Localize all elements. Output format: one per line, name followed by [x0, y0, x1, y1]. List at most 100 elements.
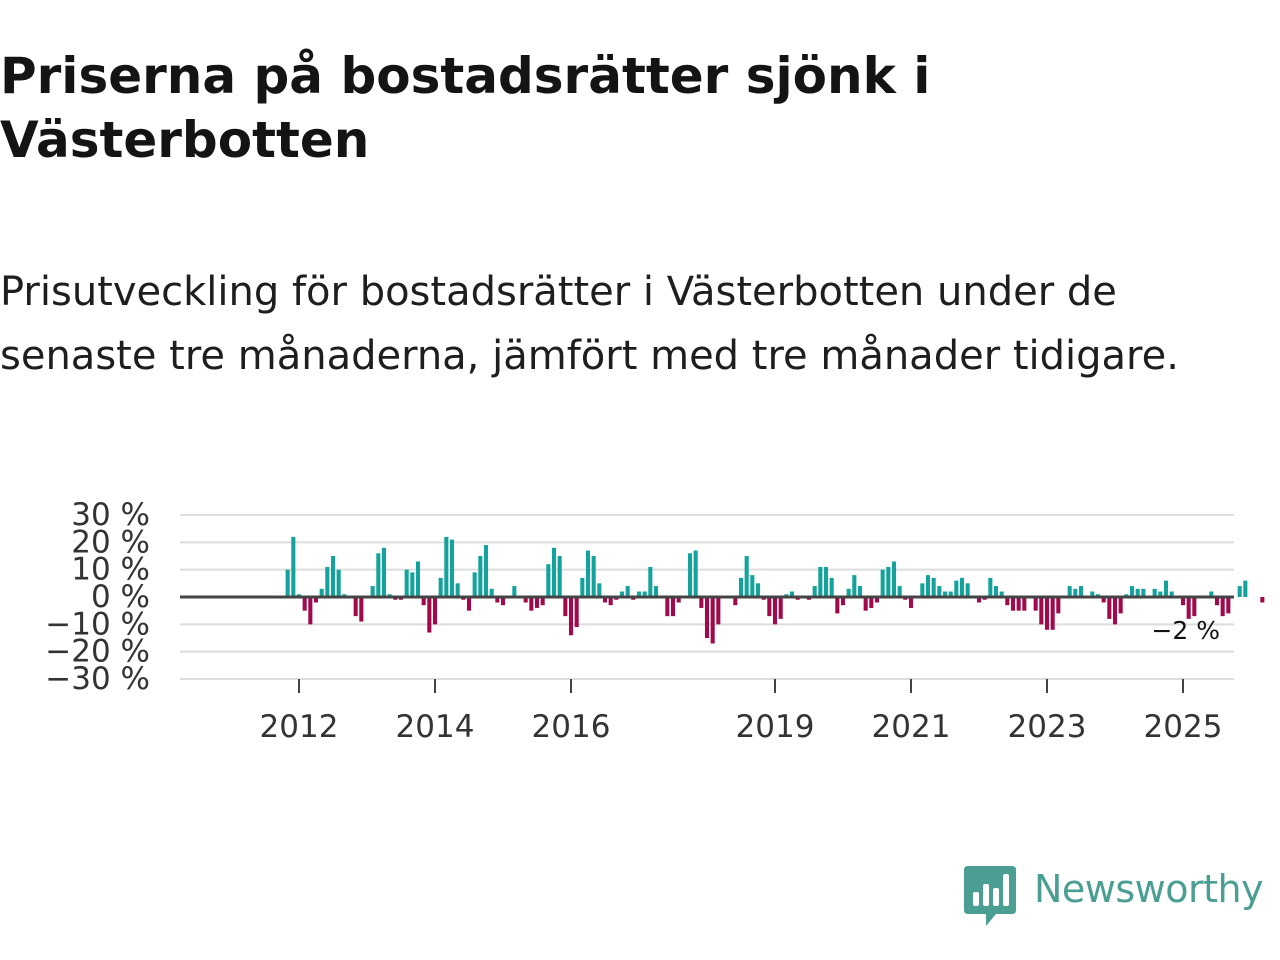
bar	[500, 597, 506, 606]
bar	[529, 597, 534, 611]
x-tick-label: 2016	[532, 709, 611, 740]
y-tick-label: −20 %	[45, 634, 150, 670]
bar	[478, 556, 483, 597]
x-tick-label: 2023	[1008, 709, 1087, 740]
bar	[376, 553, 381, 597]
bar	[767, 597, 772, 617]
bar	[897, 586, 902, 597]
bar	[466, 597, 472, 611]
bar	[1169, 591, 1174, 597]
bar	[1118, 597, 1123, 614]
bar	[381, 547, 387, 597]
bar	[1186, 597, 1191, 619]
bar	[670, 597, 676, 617]
bar	[608, 597, 613, 606]
bar	[540, 597, 545, 606]
bar	[869, 597, 874, 608]
bar	[959, 577, 965, 597]
bar	[891, 561, 897, 597]
bar	[937, 586, 942, 597]
bar	[534, 597, 540, 608]
bar	[523, 597, 528, 603]
bar	[1073, 588, 1078, 597]
bar	[693, 550, 698, 597]
bar	[444, 536, 449, 597]
bar	[568, 597, 574, 636]
bar	[557, 556, 562, 597]
bar	[449, 539, 455, 597]
y-tick-label: 30 %	[71, 497, 150, 533]
bar	[818, 566, 823, 597]
bar	[1152, 588, 1157, 597]
bar	[551, 547, 557, 597]
brand-name: Newsworthy	[1034, 867, 1264, 911]
y-tick-label: 20 %	[71, 524, 150, 560]
bar	[687, 553, 693, 597]
bar	[438, 577, 443, 597]
bar	[432, 597, 438, 625]
bar	[710, 597, 715, 644]
bar	[404, 569, 409, 597]
bar	[738, 577, 744, 597]
bar	[313, 597, 319, 603]
bar	[1135, 588, 1140, 597]
chart-title: Priserna på bostadsrätter sjönk i Väster…	[0, 47, 931, 169]
bar	[942, 591, 948, 597]
x-tick-label: 2021	[872, 709, 951, 740]
bar	[370, 586, 375, 597]
chart-subtitle: Prisutveckling för bostadsrätter i Väste…	[0, 269, 1179, 379]
last-value-label: −2 %	[1151, 616, 1220, 645]
bar	[495, 597, 500, 603]
bar	[291, 536, 296, 597]
bar	[744, 556, 749, 597]
bar	[704, 597, 710, 638]
bar	[857, 586, 863, 597]
bar	[1214, 597, 1220, 606]
y-tick-label: −10 %	[45, 606, 150, 642]
y-tick-label: −30 %	[45, 661, 150, 697]
bar	[789, 591, 795, 597]
bars	[285, 536, 1265, 644]
bar	[580, 577, 585, 597]
bar	[1044, 597, 1050, 630]
bar	[1141, 588, 1146, 597]
bar	[812, 586, 817, 597]
bar	[353, 597, 358, 617]
bar	[931, 577, 936, 597]
bar	[602, 597, 608, 603]
bar	[925, 575, 931, 597]
bar	[512, 586, 517, 597]
bar	[920, 583, 925, 597]
bar	[336, 569, 341, 597]
bar	[1078, 586, 1084, 597]
x-tick-label: 2014	[396, 709, 475, 740]
bar	[1067, 586, 1072, 597]
newsworthy-logo-icon	[964, 866, 1016, 926]
bar	[846, 588, 851, 597]
bar	[319, 588, 324, 597]
bar	[1107, 597, 1112, 619]
bar	[563, 597, 568, 617]
bar	[636, 591, 642, 597]
bar	[1226, 597, 1231, 614]
newsworthy-brand[interactable]: Newsworthy	[964, 864, 1276, 928]
bar	[625, 586, 630, 597]
bar	[778, 597, 783, 619]
bar	[619, 591, 625, 597]
bar	[699, 597, 704, 608]
bar	[308, 597, 313, 625]
bar	[653, 586, 659, 597]
bar	[427, 597, 432, 633]
bar	[965, 583, 970, 597]
bar	[421, 597, 426, 606]
bar	[676, 597, 681, 603]
y-axis-tick-labels: 30 %20 %10 %0 %−10 %−20 %−30 %	[45, 497, 150, 697]
bar	[1220, 597, 1225, 617]
x-axis-ticks: 2012 2014 2016 2019 2021 2023 2025	[260, 679, 1222, 740]
bar	[1005, 597, 1010, 606]
bar	[1129, 586, 1135, 597]
bar	[1016, 597, 1021, 611]
bar	[1163, 580, 1169, 597]
bar	[472, 572, 477, 597]
bar	[1039, 597, 1044, 625]
